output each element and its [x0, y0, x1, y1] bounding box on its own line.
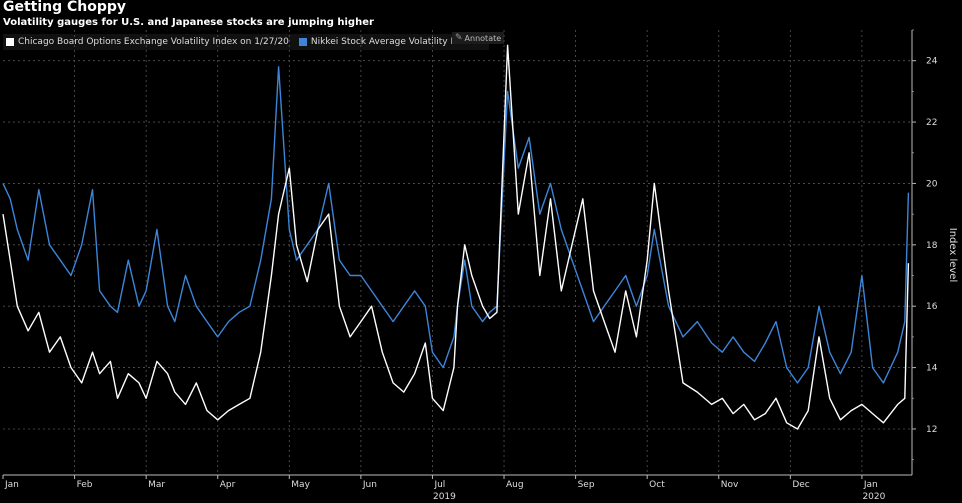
x-tick-label: Nov — [721, 480, 739, 490]
x-tick-label: Jun — [362, 480, 377, 490]
legend-label-nikkei: Nikkei Stock Average Volatility Index — [310, 37, 476, 47]
y-tick-label: 12 — [926, 425, 937, 435]
series-line-vix — [2, 44, 910, 430]
annotate-label: Annotate — [464, 33, 502, 43]
x-tick-label: Feb — [77, 480, 93, 490]
chart-grid — [3, 30, 912, 475]
series-line-nikkei — [2, 66, 910, 384]
x-tick-label: Aug — [506, 480, 524, 490]
legend-swatch-nikkei — [298, 38, 307, 46]
y-tick-label: 16 — [926, 302, 938, 312]
legend-swatch-vix — [6, 38, 14, 46]
chart-axes: 12 14 16 18 20 22 24 Jan Feb Mar Apr May Jun Jul Aug Se… — [2, 29, 938, 502]
y-tick-label: 24 — [926, 57, 938, 67]
chart-header: Getting Choppy Volatility gauges for U.S… — [3, 0, 374, 30]
y-axis-label: Index level — [947, 228, 958, 283]
x-tick-label: Apr — [220, 480, 236, 490]
legend-label-vix: Chicago Board Options Exchange Volatilit… — [18, 37, 289, 47]
y-tick-label: 18 — [926, 241, 938, 251]
chart-subtitle: Volatility gauges for U.S. and Japanese … — [3, 17, 374, 28]
x-tick-label: Jan — [4, 480, 19, 490]
x-tick-label: Mar — [148, 480, 165, 490]
x-tick-label: Jul — [433, 480, 445, 490]
x-tick-label: May — [291, 480, 310, 490]
x-tick-label: Jan — [863, 480, 878, 490]
legend-item-vix[interactable]: Chicago Board Options Exchange Volatilit… — [6, 37, 289, 47]
y-tick-label: 22 — [926, 118, 937, 128]
chart-title: Getting Choppy — [3, 0, 127, 15]
x-tick-label: Sep — [578, 480, 595, 490]
y-tick-label: 20 — [926, 179, 938, 189]
pencil-icon: ✎ — [455, 33, 463, 43]
year-label: 2019 — [433, 492, 456, 502]
annotate-button[interactable]: ✎ Annotate — [452, 32, 505, 44]
year-label: 2020 — [862, 492, 885, 502]
x-tick-label: Oct — [649, 480, 665, 490]
chart-series — [2, 44, 910, 430]
legend-item-nikkei[interactable]: Nikkei Stock Average Volatility Index — [298, 37, 476, 47]
chart-legend: Chicago Board Options Exchange Volatilit… — [3, 34, 490, 50]
x-tick-label: Dec — [792, 480, 809, 490]
y-tick-label: 14 — [926, 364, 938, 374]
